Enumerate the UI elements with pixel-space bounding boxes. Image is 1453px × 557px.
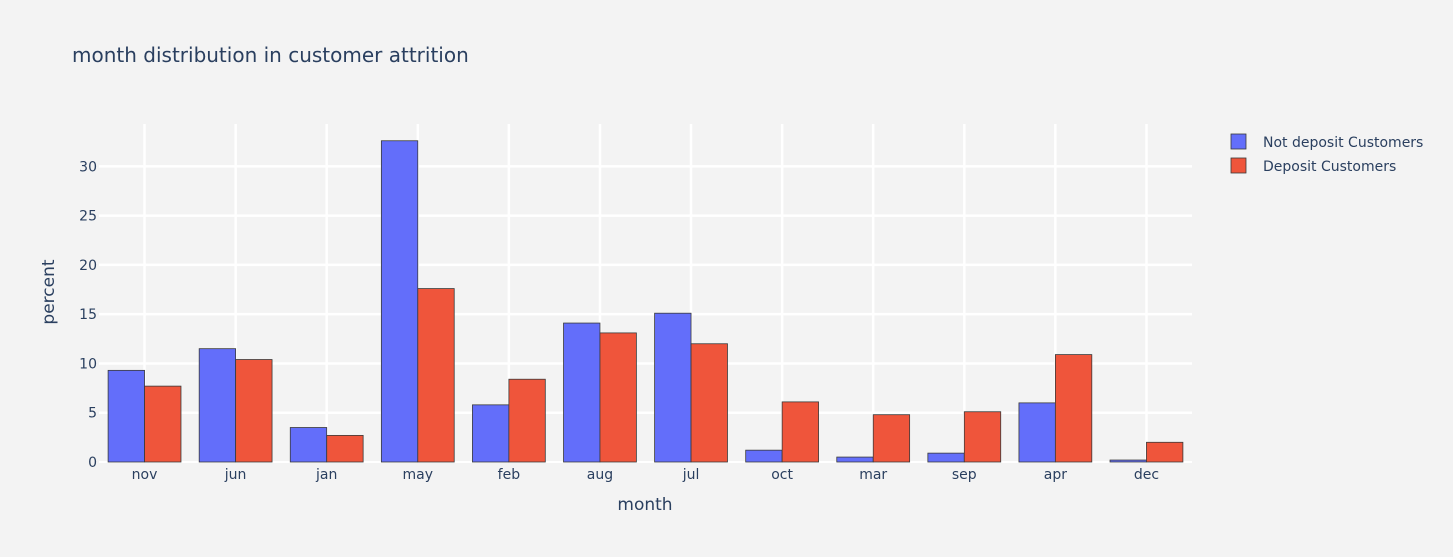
bar-deposit-oct[interactable] xyxy=(781,401,819,463)
bar-not-deposit-jan[interactable] xyxy=(289,427,328,463)
bar-not-deposit-jun[interactable] xyxy=(198,348,237,463)
y-tick-label: 10 xyxy=(79,356,97,372)
bar-deposit-mar[interactable] xyxy=(872,414,911,463)
bar-deposit-jul[interactable] xyxy=(690,343,728,463)
x-tick-label: nov xyxy=(132,467,158,483)
bar-deposit-aug[interactable] xyxy=(599,332,637,463)
x-tick-label: mar xyxy=(859,467,887,483)
legend-item[interactable]: Deposit Customers xyxy=(1230,157,1396,175)
legend-label[interactable]: Not deposit Customers xyxy=(1263,135,1423,151)
y-tick-label: 15 xyxy=(79,307,97,323)
x-tick-label: jan xyxy=(315,467,337,483)
bar-deposit-apr[interactable] xyxy=(1054,354,1093,463)
x-tick-label: apr xyxy=(1044,467,1067,483)
legend-swatch[interactable] xyxy=(1230,133,1247,150)
x-axis-ticks: nov jun jan may feb aug jul oct mar sep apr dec xyxy=(132,467,1159,483)
x-tick-label: jul xyxy=(682,467,700,483)
bar-not-deposit-aug[interactable] xyxy=(563,322,601,463)
x-tick-label: sep xyxy=(952,467,977,483)
bar-not-deposit-apr[interactable] xyxy=(1018,402,1056,463)
y-tick-label: 20 xyxy=(79,258,97,274)
y-tick-label: 30 xyxy=(79,159,97,175)
x-tick-label: feb xyxy=(498,467,521,483)
bar-deposit-feb[interactable] xyxy=(508,378,546,463)
bar-not-deposit-may[interactable] xyxy=(380,140,419,463)
legend-label[interactable]: Deposit Customers xyxy=(1263,159,1396,175)
bar-deposit-nov[interactable] xyxy=(144,385,182,463)
x-tick-label: aug xyxy=(587,467,613,483)
bar-deposit-sep[interactable] xyxy=(963,411,1002,463)
bars xyxy=(107,140,1184,463)
x-axis-title: month xyxy=(617,495,672,515)
bar-not-deposit-feb[interactable] xyxy=(472,404,510,463)
legend-swatch[interactable] xyxy=(1230,157,1247,174)
legend-item[interactable]: Not deposit Customers xyxy=(1230,133,1423,151)
y-tick-label: 25 xyxy=(79,209,97,225)
bar-deposit-may[interactable] xyxy=(417,288,455,463)
bar-not-deposit-mar[interactable] xyxy=(836,456,874,463)
bar-deposit-dec[interactable] xyxy=(1146,441,1184,463)
bar-not-deposit-dec[interactable] xyxy=(1109,459,1147,463)
bar-not-deposit-oct[interactable] xyxy=(745,449,783,463)
chart-title: month distribution in customer attrition xyxy=(72,43,469,67)
bar-not-deposit-jul[interactable] xyxy=(654,312,692,463)
x-tick-label: may xyxy=(403,467,434,483)
y-axis-title: percent xyxy=(39,259,59,324)
y-tick-label: 5 xyxy=(88,406,97,422)
x-tick-label: oct xyxy=(771,467,793,483)
bar-not-deposit-sep[interactable] xyxy=(927,452,965,463)
y-tick-label: 0 xyxy=(88,455,97,471)
x-tick-label: dec xyxy=(1134,467,1159,483)
bar-deposit-jun[interactable] xyxy=(235,359,273,463)
bar-deposit-jan[interactable] xyxy=(326,434,364,463)
legend[interactable]: Not deposit Customers Deposit Customers xyxy=(1230,133,1423,175)
y-axis-ticks: 0 5 10 15 20 25 30 xyxy=(79,159,97,471)
grid xyxy=(99,124,1192,463)
bar-not-deposit-nov[interactable] xyxy=(107,369,145,463)
x-tick-label: jun xyxy=(224,467,247,483)
